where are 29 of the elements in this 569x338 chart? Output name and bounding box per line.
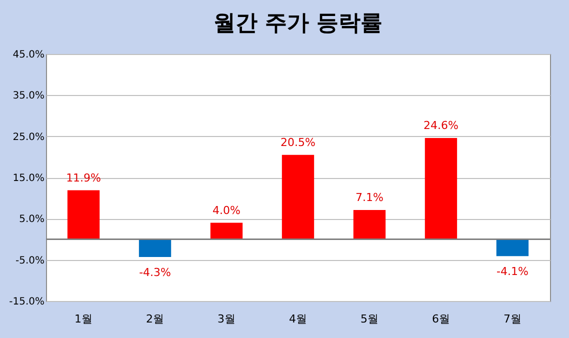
x-tick-label: 6월 xyxy=(432,312,450,326)
data-label: -4.1% xyxy=(496,265,528,278)
x-tick-label: 7월 xyxy=(503,312,522,326)
data-label: -4.3% xyxy=(139,266,171,279)
chart-title: 월간 주가 등락률 xyxy=(213,11,383,36)
data-label: 7.1% xyxy=(356,191,384,204)
bar xyxy=(496,239,529,256)
y-tick-label: 35.0% xyxy=(12,90,44,102)
data-label: 24.6% xyxy=(424,118,458,132)
x-tick-label: 1월 xyxy=(74,312,93,326)
bar xyxy=(67,190,100,240)
data-label: 11.9% xyxy=(66,171,102,184)
y-tick-label: 15.0% xyxy=(12,173,44,184)
y-tick-label: 5.0% xyxy=(19,214,44,226)
bar xyxy=(353,210,386,240)
data-label: 4.0% xyxy=(212,204,240,217)
bar xyxy=(282,154,314,240)
y-tick-label: -15.0% xyxy=(9,296,44,308)
x-tick-label: 3월 xyxy=(218,312,236,326)
y-tick-label: 45.0% xyxy=(12,50,44,60)
y-tick-label: -5.0% xyxy=(15,255,44,266)
x-tick-label: 4월 xyxy=(289,312,307,326)
x-tick-label: 2월 xyxy=(146,312,164,326)
y-tick-label: 25.0% xyxy=(12,132,44,143)
bar xyxy=(138,239,172,257)
x-tick-label: 5월 xyxy=(360,312,378,326)
data-label: 20.5% xyxy=(280,136,316,149)
bar xyxy=(210,222,243,240)
bar xyxy=(424,138,458,240)
